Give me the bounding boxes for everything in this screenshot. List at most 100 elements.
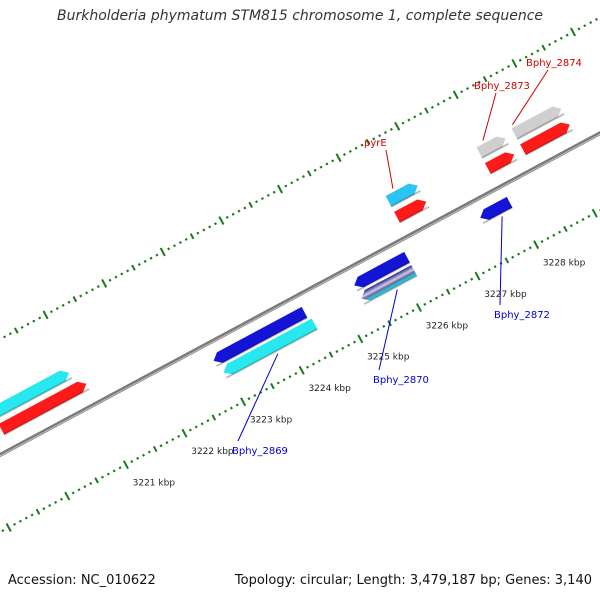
minor-tick bbox=[429, 299, 433, 303]
major-tick bbox=[474, 271, 481, 281]
left-cyan bbox=[0, 370, 73, 420]
minor-tick bbox=[243, 206, 247, 210]
minor-tick bbox=[348, 149, 352, 153]
minor-tick bbox=[171, 438, 175, 441]
minor-tick bbox=[96, 285, 100, 289]
gene-arrow bbox=[484, 152, 515, 174]
gene-label: Bphy_2872 bbox=[494, 310, 550, 321]
minor-tick bbox=[460, 90, 464, 94]
Bphy_2869-cyan bbox=[223, 318, 318, 379]
Bphy_2870-striped bbox=[361, 265, 418, 305]
gene-shadow bbox=[0, 377, 73, 420]
accession-text: Accession: NC_010622 bbox=[8, 573, 156, 588]
gene-shadow bbox=[390, 190, 422, 208]
minor-tick bbox=[173, 244, 176, 248]
minor-tick bbox=[517, 252, 521, 256]
gene-features bbox=[0, 106, 574, 436]
minor-tick bbox=[214, 222, 218, 226]
minor-tick bbox=[72, 295, 78, 303]
minor-tick bbox=[569, 224, 573, 228]
minor-tick bbox=[436, 102, 440, 106]
gene-arrow bbox=[213, 306, 308, 363]
minor-tick bbox=[118, 466, 122, 470]
minor-tick bbox=[477, 80, 481, 84]
minor-tick bbox=[211, 414, 217, 421]
major-tick bbox=[533, 240, 540, 250]
minor-tick bbox=[152, 445, 158, 453]
major-tick bbox=[276, 184, 283, 194]
major-tick bbox=[357, 334, 364, 344]
minor-tick bbox=[487, 268, 491, 272]
backbone bbox=[0, 130, 600, 458]
pyrE-red bbox=[394, 199, 430, 224]
minor-tick bbox=[77, 488, 81, 492]
minor-tick bbox=[165, 441, 169, 445]
minor-tick bbox=[49, 310, 53, 314]
minor-tick bbox=[594, 17, 598, 21]
minor-tick bbox=[8, 332, 12, 336]
minor-tick bbox=[237, 209, 241, 213]
major-tick bbox=[335, 153, 342, 163]
major-tick bbox=[218, 216, 225, 225]
minor-tick bbox=[61, 303, 65, 307]
minor-tick bbox=[378, 134, 382, 138]
minor-tick bbox=[288, 375, 292, 379]
scale-label: 3225 kbp bbox=[367, 353, 410, 363]
minor-tick bbox=[265, 387, 269, 391]
minor-tick bbox=[507, 65, 511, 69]
minor-tick bbox=[401, 121, 405, 125]
minor-tick bbox=[141, 453, 145, 457]
minor-tick bbox=[126, 269, 130, 273]
topology-summary-text: Topology: circular; Length: 3,479,187 bp… bbox=[234, 573, 592, 588]
minor-tick bbox=[399, 315, 403, 319]
gene-arrow bbox=[0, 370, 70, 419]
major-tick bbox=[415, 303, 422, 312]
minor-tick bbox=[501, 68, 505, 72]
major-tick bbox=[5, 523, 12, 532]
gene-label: Bphy_2869 bbox=[232, 446, 288, 457]
Bphy_2874-red bbox=[520, 122, 574, 156]
minor-tick bbox=[489, 74, 493, 78]
minor-tick bbox=[383, 131, 387, 135]
minor-tick bbox=[528, 246, 532, 250]
minor-tick bbox=[106, 472, 110, 476]
minor-tick bbox=[85, 291, 89, 295]
minor-tick bbox=[493, 265, 497, 269]
minor-tick bbox=[231, 212, 235, 216]
minor-tick bbox=[38, 316, 42, 320]
backbone-highlight bbox=[0, 133, 600, 457]
minor-tick bbox=[155, 253, 159, 257]
minor-tick bbox=[546, 236, 550, 240]
scale-label: 3224 kbp bbox=[308, 384, 351, 394]
minor-tick bbox=[360, 143, 364, 147]
minor-tick bbox=[365, 138, 371, 146]
minor-tick bbox=[294, 372, 298, 375]
minor-tick bbox=[301, 175, 305, 179]
minor-tick bbox=[445, 288, 451, 295]
minor-tick bbox=[587, 214, 591, 218]
minor-tick bbox=[323, 356, 327, 360]
minor-tick bbox=[90, 288, 94, 292]
minor-tick bbox=[136, 456, 140, 460]
minor-tick bbox=[147, 450, 151, 454]
minor-tick bbox=[354, 146, 358, 150]
major-tick bbox=[394, 121, 401, 131]
minor-tick bbox=[188, 428, 192, 432]
minor-tick bbox=[541, 44, 547, 51]
minor-tick bbox=[559, 36, 563, 40]
minor-tick bbox=[143, 259, 147, 263]
minor-tick bbox=[112, 469, 116, 473]
minor-tick bbox=[552, 233, 556, 237]
minor-tick bbox=[206, 419, 210, 423]
scale-label: 3221 kbp bbox=[133, 478, 176, 488]
minor-tick bbox=[247, 397, 251, 401]
minor-tick bbox=[577, 27, 581, 31]
minor-tick bbox=[120, 272, 124, 276]
minor-tick bbox=[311, 362, 315, 366]
minor-tick bbox=[481, 271, 485, 275]
major-tick bbox=[511, 58, 518, 68]
minor-tick bbox=[530, 52, 534, 56]
minor-tick bbox=[511, 255, 515, 259]
minor-tick bbox=[458, 284, 462, 287]
